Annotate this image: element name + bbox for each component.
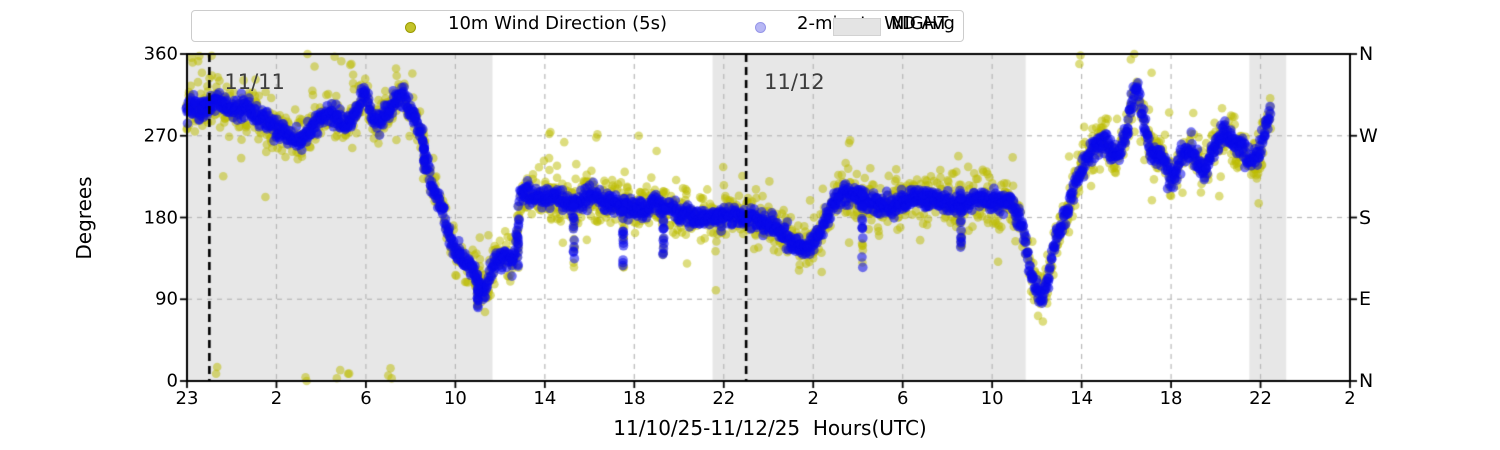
y-tick-label: 270 <box>143 125 178 147</box>
compass-tick-label: W <box>1359 124 1378 147</box>
compass-tick-label: S <box>1359 206 1372 229</box>
x-tick-label: 10 <box>443 388 467 409</box>
legend: 10m Wind Direction (5s) 2-minute WD Avg … <box>191 10 964 42</box>
x-tick-label: 2 <box>270 388 283 409</box>
compass-tick-label: N <box>1359 43 1374 65</box>
compass-tick-label: E <box>1359 288 1372 311</box>
night-legend-label: NIGHT <box>891 13 949 34</box>
x-tick-label: 18 <box>622 388 646 409</box>
x-tick-label: 2 <box>807 388 819 409</box>
wind-5s-legend-marker-icon <box>405 22 416 33</box>
date-annotation-11-12: 11/12 <box>764 70 825 94</box>
y-tick-label: 90 <box>155 288 178 310</box>
x-tick-label: 22 <box>1249 388 1272 409</box>
x-axis-label: 11/10/25-11/12/25 Hours(UTC) <box>613 416 927 440</box>
wind-5s-legend-label: 10m Wind Direction (5s) <box>448 13 668 34</box>
x-tick-label: 6 <box>360 388 372 409</box>
x-tick-label: 18 <box>1159 388 1183 409</box>
date-annotation-11-11: 11/11 <box>224 70 285 94</box>
x-tick-label: 23 <box>175 388 199 409</box>
y-tick-label: 0 <box>166 370 178 392</box>
y-axis-label: Degrees <box>72 176 96 260</box>
x-tick-label: 14 <box>533 388 557 409</box>
night-legend-swatch-icon <box>833 18 881 36</box>
x-tick-label: 10 <box>980 388 1004 409</box>
x-tick-label: 22 <box>712 388 736 409</box>
x-tick-label: 2 <box>1344 388 1356 409</box>
y-tick-label: 180 <box>143 207 178 228</box>
x-tick-label: 14 <box>1070 388 1094 409</box>
x-tick-label: 6 <box>896 388 909 409</box>
wd-avg-legend-marker-icon <box>755 22 766 33</box>
compass-tick-label: N <box>1359 370 1374 392</box>
y-tick-label: 360 <box>143 43 178 65</box>
